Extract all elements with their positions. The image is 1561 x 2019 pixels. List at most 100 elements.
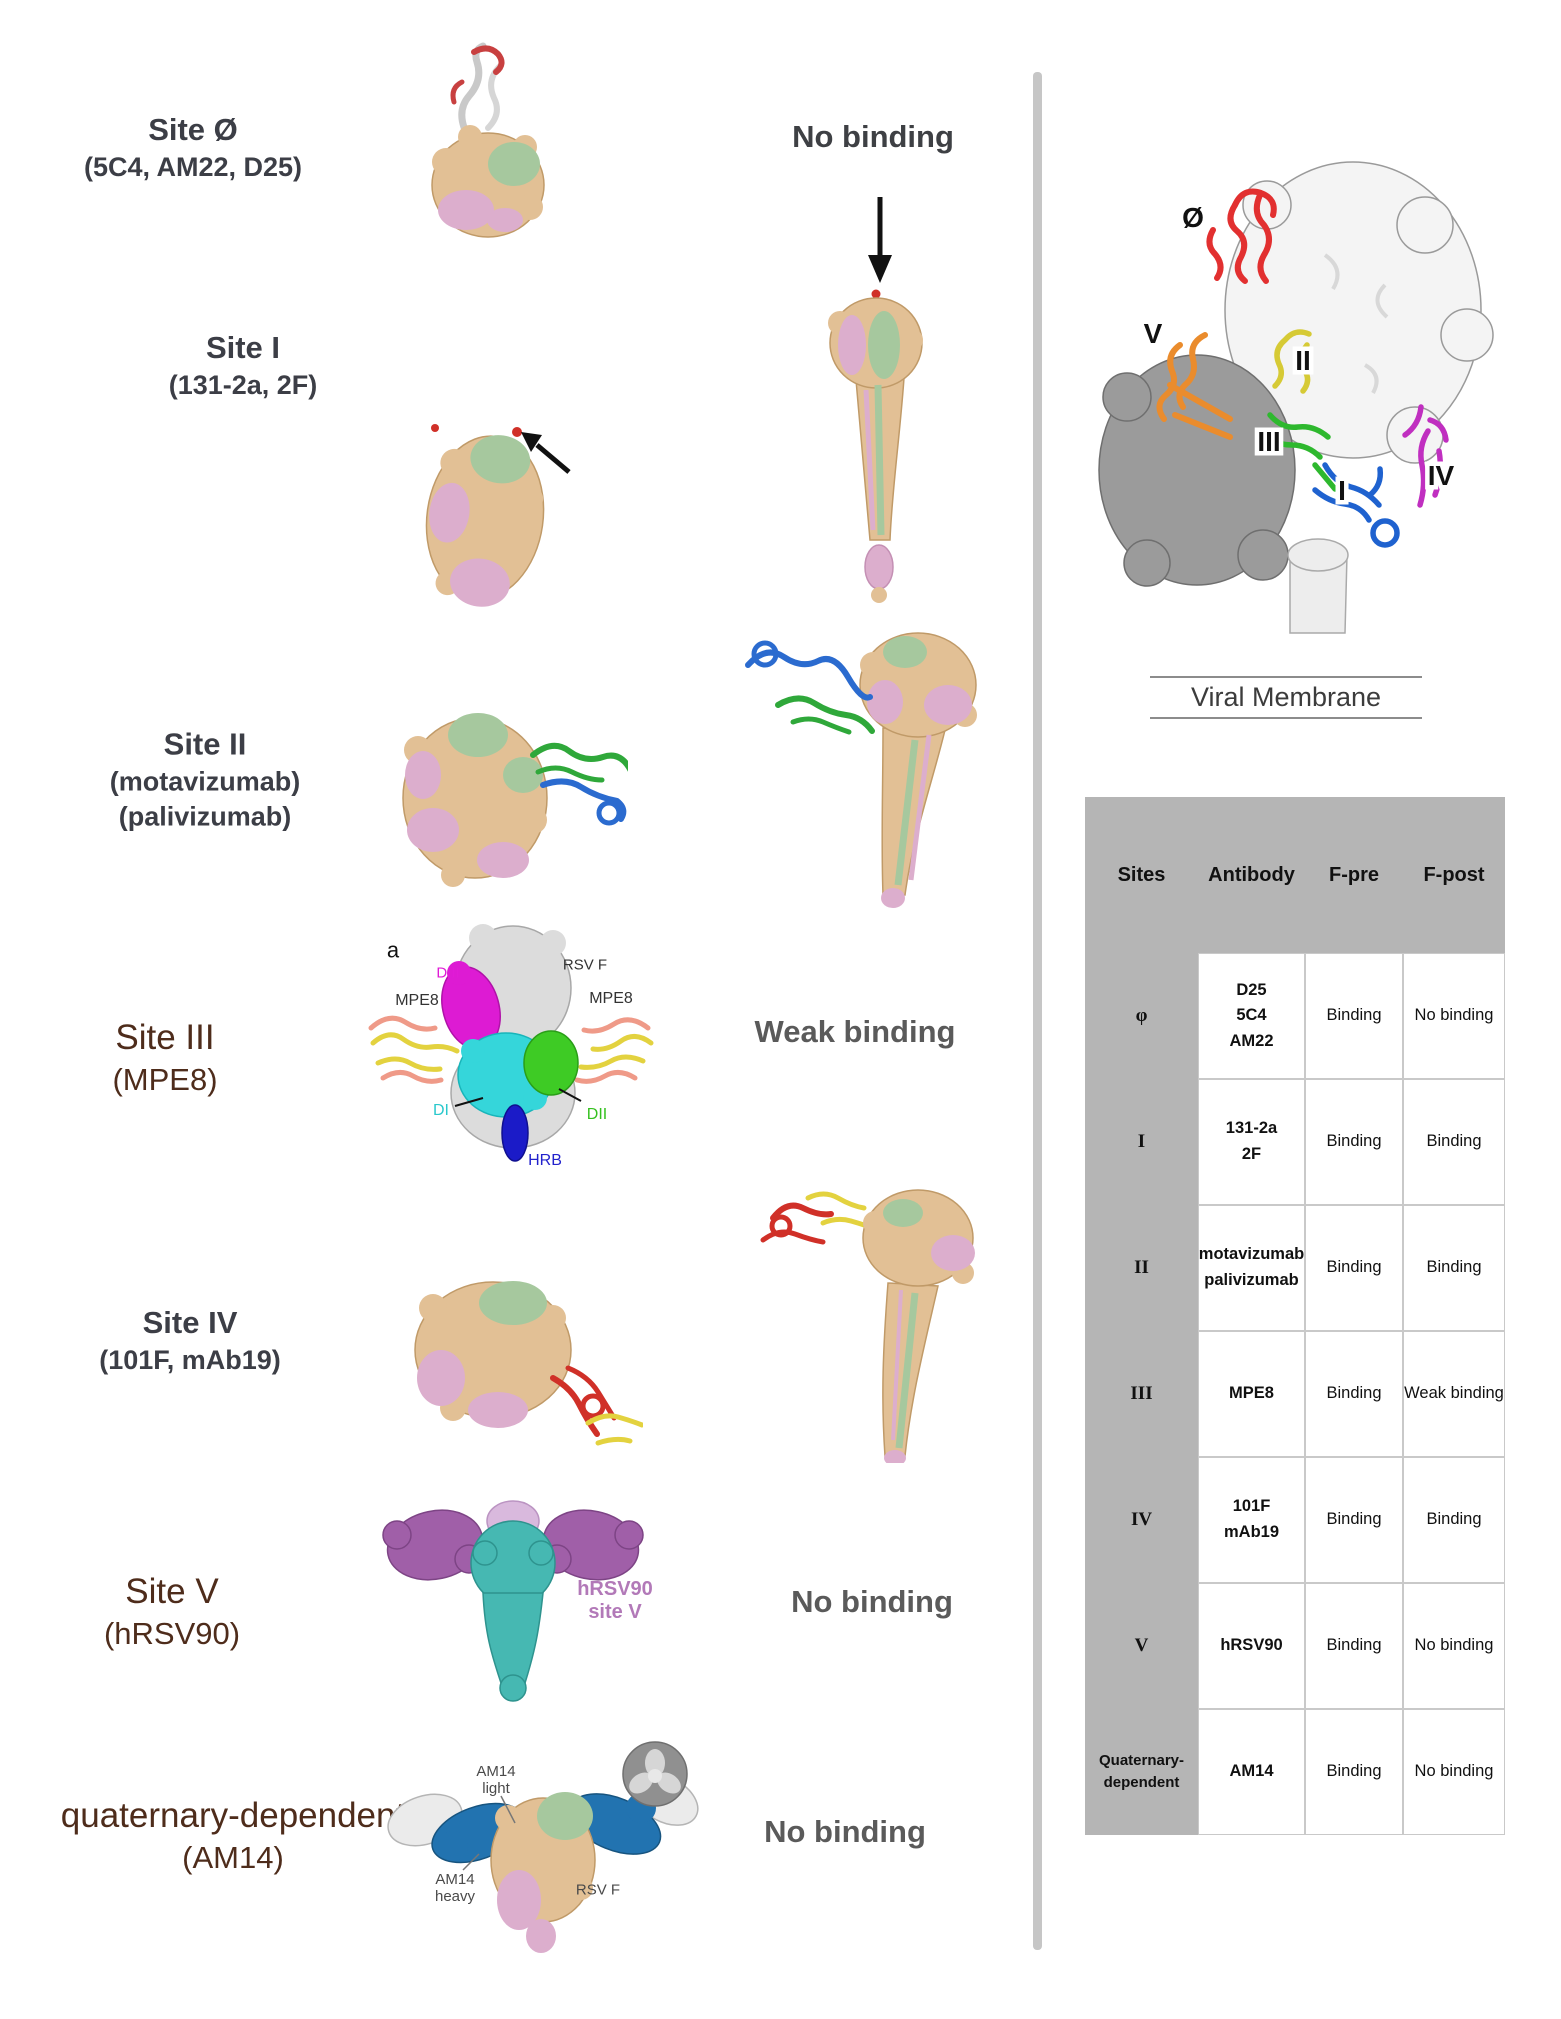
table-row-site: III [1130,1383,1153,1404]
site-1-title: Site I [205,330,281,366]
col-header-antibody: Antibody [1208,863,1295,886]
di-label: DI [433,1101,449,1119]
diii-label: DIII [436,964,460,982]
table-row-fpost: Binding [1403,1079,1505,1205]
status-no-binding-site6: No binding [764,1814,926,1849]
site-6-label: quaternary-dependent (AM14) [61,1794,405,1878]
site-6-antibodies: (AM14) [182,1839,284,1875]
site-1-arrow-icon [521,432,571,474]
site-1-epitope-dot [431,424,439,432]
site-1-structure-image [397,398,582,618]
table-row-fpost: No binding [1403,953,1505,1079]
site-2-label: Site II (motavizumab) (palivizumab) [110,726,301,835]
site-2-postfusion-image [733,610,1003,910]
table-row-antibody: 101F mAb19 [1198,1457,1305,1583]
table-row-antibody: 131-2a 2F [1198,1079,1305,1205]
col-header-fpost: F-post [1423,863,1485,886]
em-inset-icon [622,1741,688,1807]
table-row-fpre: Binding [1305,1709,1403,1835]
col-header-sites: Sites [1117,863,1166,886]
table-row-site: φ [1135,1005,1148,1026]
table-row-antibody: AM14 [1198,1709,1305,1835]
table-row-site: I [1137,1131,1146,1152]
status-no-binding-site0: No binding [792,119,954,154]
am14-rsvf-label: RSV F [575,1881,621,1899]
site-4-postfusion-svg [760,1189,975,1463]
table-row-fpost: Weak binding [1403,1331,1505,1457]
site-4-structure-svg [414,1281,643,1446]
am14-light-label: AM14 light [476,1762,516,1797]
site-5-structure-svg [382,1500,644,1702]
table-row-fpre: Binding [1305,953,1403,1079]
map-site-i-label: I [1338,475,1346,506]
site-6-title: quaternary-dependent [60,1795,406,1835]
site-5-antibodies: (hRSV90) [103,1615,241,1651]
table-row-fpre: Binding [1305,1205,1403,1331]
table-row-site: Quaternary- dependent [1098,1751,1185,1792]
membrane-line-top [1150,676,1422,678]
site-0-antibodies: (5C4, AM22, D25) [83,151,303,182]
site-4-label: Site IV (101F, mAb19) [99,1304,281,1378]
site-3-structure-svg [368,924,654,1162]
table-row-fpre: Binding [1305,1583,1403,1709]
col-header-fpre: F-pre [1329,863,1379,886]
map-site-iii-label: III [1257,426,1280,457]
table-row-site: II [1134,1257,1149,1278]
status-no-binding-site5: No binding [791,1584,953,1619]
mpe8-right-label: MPE8 [589,989,633,1007]
table-row-fpost: Binding [1403,1205,1505,1331]
antigenic-site-map-svg: Ø V II III I IV [1098,161,1494,634]
map-site-iv-label: IV [1428,460,1455,491]
table-row-fpre: Binding [1305,1079,1403,1205]
site-0-structure-image [410,42,570,242]
site-0-title: Site Ø [148,112,238,148]
table-row-fpost: Binding [1403,1457,1505,1583]
rsv-f-label: RSV F [562,956,608,974]
viral-membrane-block: Viral Membrane [1150,672,1422,723]
down-arrow-icon [868,197,892,283]
section-divider [1033,72,1042,1950]
table-row-antibody: MPE8 [1198,1331,1305,1457]
site-1-structure-svg [425,424,571,607]
membrane-line-bottom [1150,717,1422,719]
dii-label: DII [586,1105,608,1123]
hrsv90-site-v-label: hRSV90 site V [577,1578,653,1623]
site-2-structure-svg [402,713,628,887]
map-site-v-label: V [1144,318,1163,349]
table-row-fpre: Binding [1305,1457,1403,1583]
hrb-label: HRB [528,1151,562,1169]
postfusion-top-svg [828,197,923,603]
table-row-antibody: D25 5C4 AM22 [1198,953,1305,1079]
antigenic-site-map-image: Ø V II III I IV [1085,135,1505,635]
site-5-title: Site V [125,1571,219,1611]
site-4-antibodies: (101F, mAb19) [99,1344,281,1375]
table-row-antibody: hRSV90 [1198,1583,1305,1709]
site-3-title: Site III [115,1017,215,1057]
site-6-structure-svg [387,1741,699,1953]
site-5-label: Site V (hRSV90) [104,1570,240,1654]
map-site-ii-label: II [1295,345,1311,376]
site-4-postfusion-image [753,1178,1003,1463]
site-4-title: Site IV [142,1305,238,1341]
table-row-site: V [1134,1635,1149,1656]
table-row-fpre: Binding [1305,1331,1403,1457]
table-row-fpost: No binding [1403,1583,1505,1709]
viral-membrane-label: Viral Membrane [1190,682,1382,712]
site-3-structure-image: a DIII RSV F MPE8 MPE8 DI DII HRB [363,893,663,1183]
table-row-fpost: No binding [1403,1709,1505,1835]
site-0-structure-svg [431,42,545,238]
site-5-structure-image: hRSV90 site V [373,1483,653,1703]
site-2-structure-image [383,680,628,895]
site-1-label: Site I (131-2a, 2F) [169,329,318,403]
table-row-antibody: motavizumab palivizumab [1198,1205,1305,1331]
site-2-title: Site II [163,726,247,762]
table-row-site: IV [1130,1509,1153,1530]
site-6-structure-image: AM14 light AM14 heavy RSV F [383,1738,703,1963]
site-1-antibodies: (131-2a, 2F) [168,369,318,400]
site-3-label: Site III (MPE8) [112,1016,217,1100]
am14-heavy-label: AM14 heavy [434,1870,476,1905]
site-4-structure-image [393,1258,643,1458]
status-weak-binding-site3: Weak binding [754,1014,956,1049]
site-2-antibodies: (motavizumab) (palivizumab) [109,766,301,832]
